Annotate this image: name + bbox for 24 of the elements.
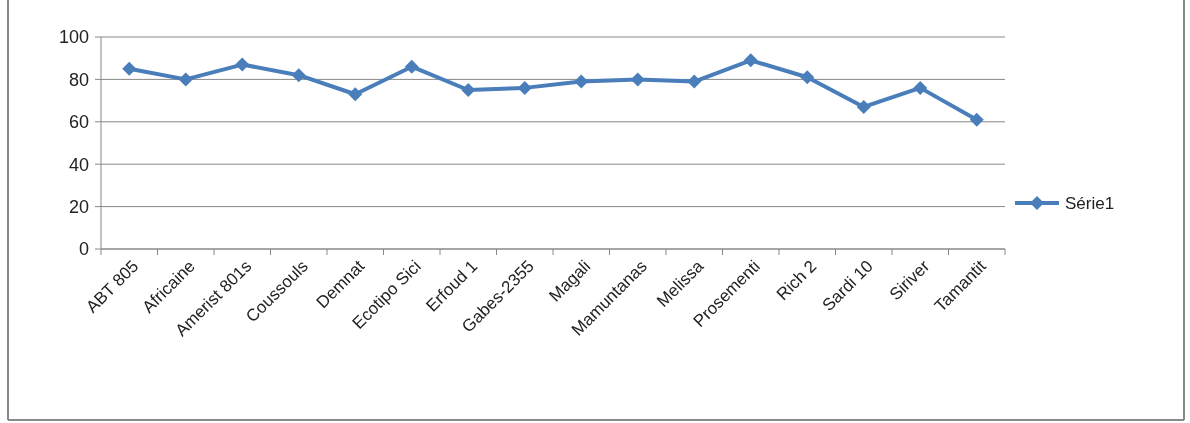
point <box>574 74 589 89</box>
point <box>687 74 702 89</box>
point <box>235 57 250 72</box>
y-tick-label: 100 <box>58 27 89 48</box>
y-tick-label: 20 <box>68 196 89 217</box>
point <box>913 80 928 95</box>
point <box>630 72 645 87</box>
point <box>178 72 193 87</box>
y-tick-label: 80 <box>68 69 89 90</box>
point <box>404 59 419 74</box>
legend-label: Série1 <box>1065 193 1115 213</box>
point <box>348 87 363 102</box>
point <box>461 83 476 97</box>
y-tick-label: 0 <box>78 239 89 260</box>
point <box>969 112 984 127</box>
point <box>122 61 137 76</box>
y-tick-label: 40 <box>68 154 89 175</box>
x-tick-label: Rich 2 <box>772 256 821 305</box>
point <box>743 53 758 68</box>
point <box>800 70 815 85</box>
y-tick-label: 60 <box>68 112 89 133</box>
point <box>291 68 306 83</box>
point <box>856 99 871 114</box>
point <box>517 80 532 95</box>
